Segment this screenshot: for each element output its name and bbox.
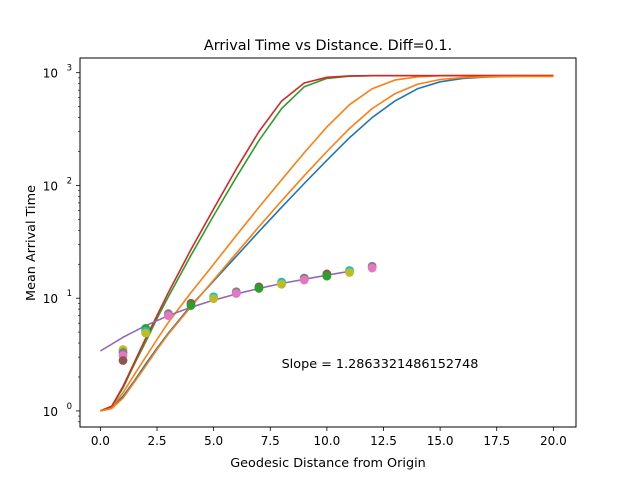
- y-tick-exponent: 0: [67, 402, 72, 412]
- y-tick-label: 10: [43, 405, 58, 419]
- scatter-point: [141, 328, 151, 338]
- x-tick-label: 10.0: [314, 434, 341, 448]
- annotation-slope: Slope = 1.2863321486152748: [282, 357, 479, 372]
- axes-layer: 0.0 2.5 5.0 7.5 10.0 12.5 15.0 17.5 20.0 10 0 10 1 10…: [43, 64, 567, 448]
- y-tick-label: 10: [43, 179, 58, 193]
- x-tick-label: 20.0: [540, 434, 567, 448]
- scatter-point: [231, 289, 241, 298]
- y-axis-label: Mean Arrival Time: [24, 185, 39, 301]
- x-tick-label: 2.5: [147, 434, 166, 448]
- scatter-point: [299, 275, 309, 285]
- y-tick-label: 10: [43, 292, 58, 306]
- series-layer: [99, 74, 554, 412]
- scatter-point: [118, 356, 128, 365]
- x-axis-label: Geodesic Distance from Origin: [230, 456, 426, 471]
- y-tick-exponent: 3: [67, 64, 72, 74]
- x-tick-label: 12.5: [370, 434, 397, 448]
- x-tick-label: 5.0: [204, 434, 223, 448]
- scatter-point: [345, 268, 354, 277]
- scatter-point: [163, 311, 173, 321]
- series-line-5: [100, 75, 554, 412]
- x-tick-label: 7.5: [261, 434, 280, 448]
- scatter-point: [209, 294, 219, 304]
- y-tick-exponent: 1: [67, 289, 72, 299]
- scatter-point: [322, 271, 332, 281]
- y-tick-label: 10: [43, 67, 58, 81]
- scatter-point: [254, 284, 264, 293]
- scatter-point: [367, 263, 377, 273]
- x-tick-label: 15.0: [427, 434, 454, 448]
- y-tick-exponent: 2: [67, 176, 72, 186]
- chart-title: Arrival Time vs Distance. Diff=0.1.: [204, 38, 452, 54]
- x-tick-label: 0.0: [91, 434, 110, 448]
- series-line-4: [100, 74, 554, 412]
- scatter-point: [277, 279, 286, 289]
- plot-frame: [79, 57, 577, 428]
- x-tick-label: 17.5: [483, 434, 510, 448]
- scatter-point: [186, 301, 196, 310]
- plot-area: [80, 58, 576, 427]
